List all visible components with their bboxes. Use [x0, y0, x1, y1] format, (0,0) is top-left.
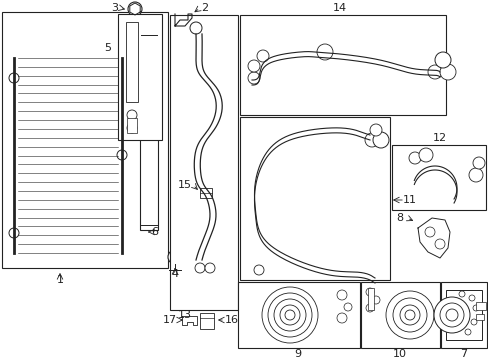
- Circle shape: [472, 157, 484, 169]
- Bar: [475, 314, 483, 320]
- Circle shape: [408, 152, 420, 164]
- Circle shape: [458, 291, 464, 297]
- Circle shape: [418, 148, 432, 162]
- Circle shape: [468, 295, 474, 301]
- Circle shape: [127, 110, 137, 120]
- Circle shape: [280, 305, 299, 325]
- Text: 2: 2: [201, 3, 208, 13]
- Bar: [391, 145, 485, 210]
- Circle shape: [9, 228, 19, 238]
- Text: 14: 14: [332, 3, 346, 13]
- Circle shape: [365, 288, 373, 296]
- Circle shape: [365, 304, 373, 312]
- Circle shape: [399, 305, 419, 325]
- Circle shape: [204, 263, 215, 273]
- Circle shape: [385, 291, 433, 339]
- Text: 4: 4: [171, 269, 178, 279]
- Text: 7: 7: [460, 349, 467, 359]
- Circle shape: [128, 2, 142, 16]
- Text: 11: 11: [402, 195, 416, 205]
- Circle shape: [371, 296, 379, 304]
- Circle shape: [316, 44, 332, 60]
- Bar: [170, 15, 238, 310]
- Circle shape: [273, 299, 305, 331]
- Circle shape: [434, 52, 450, 68]
- Text: 16: 16: [224, 315, 239, 325]
- Text: 10: 10: [392, 349, 406, 359]
- Text: 15: 15: [178, 180, 192, 190]
- Circle shape: [404, 310, 414, 320]
- Text: 6: 6: [151, 227, 158, 237]
- Bar: [126, 22, 138, 102]
- Bar: [445, 290, 481, 340]
- Circle shape: [195, 263, 204, 273]
- Circle shape: [336, 313, 346, 323]
- Bar: [2, 12, 168, 268]
- Circle shape: [439, 303, 463, 327]
- Circle shape: [392, 298, 426, 332]
- Text: 17: 17: [163, 315, 177, 325]
- Circle shape: [285, 310, 294, 320]
- Text: 12: 12: [432, 133, 446, 143]
- Circle shape: [434, 239, 444, 249]
- Circle shape: [364, 133, 378, 147]
- Bar: [440, 282, 486, 348]
- Circle shape: [470, 319, 476, 325]
- Bar: [118, 14, 162, 140]
- Circle shape: [472, 305, 478, 311]
- Bar: [475, 302, 485, 310]
- Text: 13: 13: [178, 310, 192, 320]
- Circle shape: [247, 60, 260, 72]
- Circle shape: [262, 287, 317, 343]
- Circle shape: [336, 290, 346, 300]
- Circle shape: [439, 64, 455, 80]
- Circle shape: [257, 50, 268, 62]
- Circle shape: [468, 168, 482, 182]
- Bar: [127, 118, 137, 133]
- Bar: [140, 30, 158, 230]
- Circle shape: [190, 22, 202, 34]
- Circle shape: [427, 65, 441, 79]
- Circle shape: [445, 309, 457, 321]
- Bar: [240, 15, 445, 115]
- Circle shape: [343, 303, 351, 311]
- Circle shape: [372, 132, 388, 148]
- Bar: [200, 313, 214, 329]
- Bar: [240, 117, 389, 280]
- Circle shape: [424, 227, 434, 237]
- Circle shape: [464, 329, 470, 335]
- Circle shape: [253, 265, 264, 275]
- Circle shape: [433, 297, 469, 333]
- Text: 5: 5: [104, 43, 111, 53]
- Circle shape: [247, 72, 260, 84]
- Circle shape: [117, 150, 127, 160]
- Circle shape: [369, 124, 381, 136]
- Bar: [238, 282, 359, 348]
- Circle shape: [168, 250, 182, 264]
- Circle shape: [9, 73, 19, 83]
- Text: 9: 9: [294, 349, 301, 359]
- Circle shape: [127, 123, 137, 133]
- Text: 3: 3: [111, 3, 118, 13]
- Bar: [367, 288, 373, 310]
- Bar: [360, 282, 439, 348]
- Circle shape: [267, 293, 311, 337]
- Text: 1: 1: [57, 275, 63, 285]
- Text: 8: 8: [396, 213, 403, 223]
- Bar: [200, 188, 212, 198]
